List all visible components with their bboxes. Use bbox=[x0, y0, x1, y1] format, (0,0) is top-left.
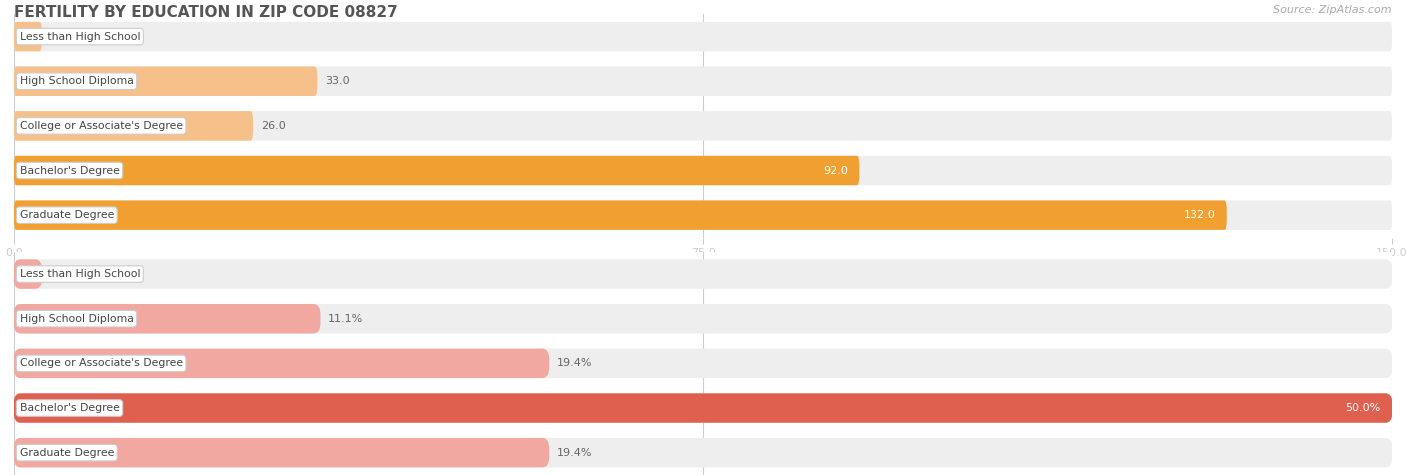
Text: 33.0: 33.0 bbox=[325, 76, 350, 86]
FancyBboxPatch shape bbox=[14, 22, 42, 51]
Text: 0.0%: 0.0% bbox=[49, 269, 79, 279]
Text: 50.0%: 50.0% bbox=[1346, 403, 1381, 413]
Text: College or Associate's Degree: College or Associate's Degree bbox=[20, 121, 183, 131]
FancyBboxPatch shape bbox=[14, 349, 550, 378]
FancyBboxPatch shape bbox=[14, 200, 1392, 230]
Text: 19.4%: 19.4% bbox=[557, 447, 592, 458]
FancyBboxPatch shape bbox=[14, 66, 318, 96]
FancyBboxPatch shape bbox=[14, 111, 1392, 141]
FancyBboxPatch shape bbox=[14, 259, 1392, 289]
FancyBboxPatch shape bbox=[14, 393, 1392, 423]
Text: Bachelor's Degree: Bachelor's Degree bbox=[20, 403, 120, 413]
Text: 11.1%: 11.1% bbox=[328, 314, 364, 324]
Text: Graduate Degree: Graduate Degree bbox=[20, 447, 114, 458]
Text: High School Diploma: High School Diploma bbox=[20, 76, 134, 86]
FancyBboxPatch shape bbox=[14, 22, 1392, 51]
Text: 132.0: 132.0 bbox=[1184, 210, 1216, 220]
FancyBboxPatch shape bbox=[14, 438, 1392, 467]
FancyBboxPatch shape bbox=[14, 438, 550, 467]
FancyBboxPatch shape bbox=[14, 200, 1227, 230]
FancyBboxPatch shape bbox=[14, 393, 1392, 423]
FancyBboxPatch shape bbox=[14, 259, 42, 289]
Text: 0.0: 0.0 bbox=[49, 31, 67, 42]
FancyBboxPatch shape bbox=[14, 304, 1392, 333]
FancyBboxPatch shape bbox=[14, 304, 321, 333]
Text: FERTILITY BY EDUCATION IN ZIP CODE 08827: FERTILITY BY EDUCATION IN ZIP CODE 08827 bbox=[14, 5, 398, 20]
Text: Less than High School: Less than High School bbox=[20, 31, 141, 42]
Text: Bachelor's Degree: Bachelor's Degree bbox=[20, 165, 120, 176]
Text: 26.0: 26.0 bbox=[262, 121, 285, 131]
FancyBboxPatch shape bbox=[14, 349, 1392, 378]
Text: 92.0: 92.0 bbox=[824, 165, 848, 176]
FancyBboxPatch shape bbox=[14, 156, 859, 185]
FancyBboxPatch shape bbox=[14, 66, 1392, 96]
Text: 19.4%: 19.4% bbox=[557, 358, 592, 369]
Text: Source: ZipAtlas.com: Source: ZipAtlas.com bbox=[1274, 5, 1392, 15]
Text: College or Associate's Degree: College or Associate's Degree bbox=[20, 358, 183, 369]
Text: High School Diploma: High School Diploma bbox=[20, 314, 134, 324]
FancyBboxPatch shape bbox=[14, 156, 1392, 185]
FancyBboxPatch shape bbox=[14, 111, 253, 141]
Text: Less than High School: Less than High School bbox=[20, 269, 141, 279]
Text: Graduate Degree: Graduate Degree bbox=[20, 210, 114, 220]
